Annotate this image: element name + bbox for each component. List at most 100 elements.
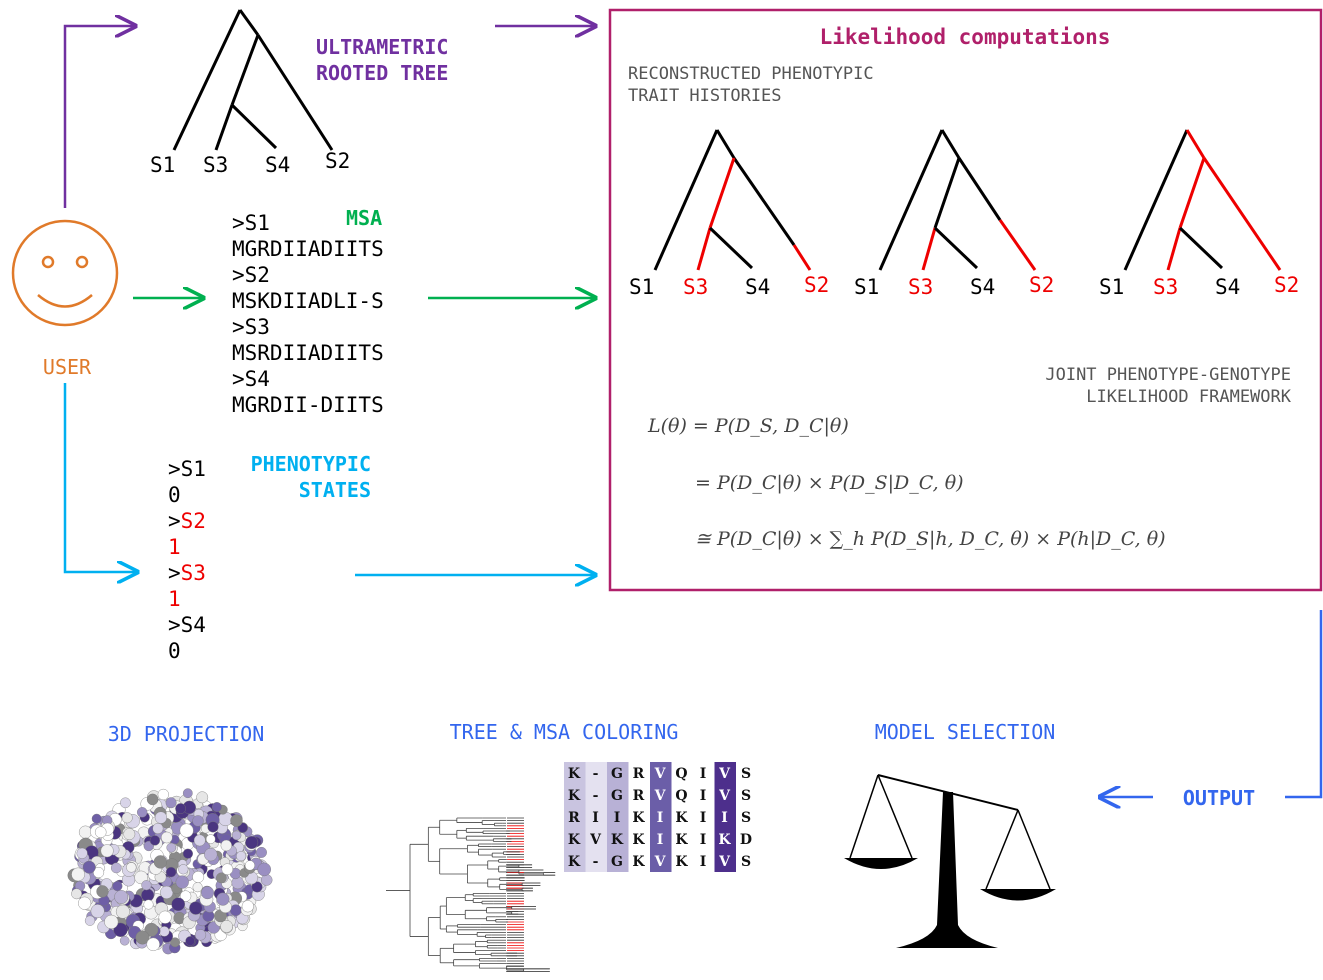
msa-cell: - <box>593 854 599 870</box>
history-tree-2: S1 S3 S4 S2 <box>854 129 1054 299</box>
phenotypic-entry-name: >S4 <box>168 613 206 637</box>
mini-phylogeny-icon <box>386 817 556 972</box>
msa-cell: S <box>741 788 751 804</box>
tree-label-line1: ULTRAMETRIC <box>316 35 448 59</box>
equation-line-2: = P(D_C|θ) × P(D_S|D_C, θ) <box>695 472 964 494</box>
phenotypic-entry-value: 0 <box>168 639 181 663</box>
msa-cell: I <box>721 810 728 826</box>
msa-cell: K <box>675 854 688 870</box>
history-tree-3: S1 S3 S4 S2 <box>1099 129 1299 299</box>
msa-column-shade <box>650 762 672 872</box>
msa-cell: K <box>632 854 645 870</box>
output-label: OUTPUT <box>1183 786 1255 810</box>
msa-line: MGRDIIADIITS <box>232 237 384 261</box>
msa-cell: K <box>568 854 581 870</box>
history-1-tip: S2 <box>804 273 829 297</box>
tree-label-line2: ROOTED TREE <box>316 61 448 85</box>
phenotypic-label-line2: STATES <box>299 478 371 502</box>
msa-cell: - <box>593 766 599 782</box>
coloring-label: TREE & MSA COLORING <box>450 720 679 744</box>
smiley-icon <box>11 219 119 327</box>
phenotypic-entry-name: >S2 <box>168 509 206 533</box>
msa-cell: S <box>741 854 751 870</box>
tree-branches <box>172 9 334 151</box>
history-1-tip: S4 <box>745 275 770 299</box>
msa-line: >S2 <box>232 263 270 287</box>
equation-line-1: L(θ) = P(D_S, D_C|θ) <box>647 415 849 437</box>
tree-tip-s3: S3 <box>203 153 228 177</box>
msa-cell: R <box>633 766 645 782</box>
model-selection-label: MODEL SELECTION <box>875 720 1056 744</box>
history-2-tip: S3 <box>908 275 933 299</box>
msa-cell: - <box>593 788 599 804</box>
history-tree-1: S1 S3 S4 S2 <box>629 129 829 299</box>
msa-cell: V <box>654 788 667 804</box>
msa-column-shade <box>607 762 629 872</box>
msa-line: MSRDIIADIITS <box>232 341 384 365</box>
history-2-tip: S2 <box>1029 273 1054 297</box>
msa-cell: S <box>741 766 751 782</box>
protein-3d-icon <box>67 788 273 955</box>
equation-line-3: ≅ P(D_C|θ) × ∑_h P(D_S|h, D_C, θ) × P(h|… <box>695 528 1166 550</box>
msa-cell: I <box>657 832 664 848</box>
tree-tip-s2: S2 <box>325 149 350 173</box>
msa-line: >S4 <box>232 367 270 391</box>
msa-cell: G <box>611 766 623 782</box>
phenotypic-input: PHENOTYPIC STATES >S10>S21>S31>S40 <box>168 452 371 663</box>
msa-cell: I <box>700 832 707 848</box>
phenotypic-entries: >S10>S21>S31>S40 <box>168 457 206 663</box>
user-node: USER <box>11 219 119 379</box>
msa-cell: I <box>592 810 599 826</box>
arrow-user-to-tree <box>63 26 135 208</box>
msa-cell: I <box>700 854 707 870</box>
msa-cell: K <box>675 810 688 826</box>
history-3-tip: S2 <box>1274 273 1299 297</box>
user-arrows <box>63 26 595 575</box>
user-label: USER <box>43 355 92 379</box>
phenotypic-entry-value: 1 <box>168 587 181 611</box>
msa-cell: I <box>614 810 621 826</box>
msa-line: MGRDII-DIITS <box>232 393 384 417</box>
tree-tip-s4: S4 <box>265 153 290 177</box>
msa-input: MSA >S1 MGRDIIADIITS >S2 MSKDIIADLI-S >S… <box>232 206 384 417</box>
likelihood-title: Likelihood computations <box>820 25 1111 49</box>
phenotypic-entry-value: 1 <box>168 535 181 559</box>
likelihood-frame <box>608 8 1323 592</box>
msa-cell: D <box>740 832 752 848</box>
output-section: OUTPUT 3D PROJECTION TREE & MSA COLORING… <box>67 610 1323 972</box>
phenotypic-entry-name: >S1 <box>168 457 206 481</box>
msa-column-shade <box>714 762 736 872</box>
msa-cell: I <box>700 810 707 826</box>
tree-tip-s1: S1 <box>150 153 175 177</box>
msa-column-shade <box>564 762 586 872</box>
msa-cell: R <box>633 788 645 804</box>
msa-cell: Q <box>675 766 687 782</box>
msa-line: >S3 <box>232 315 270 339</box>
phenotypic-label-line1: PHENOTYPIC <box>251 452 371 476</box>
msa-cell: K <box>611 832 624 848</box>
msa-cell: Q <box>675 788 687 804</box>
likelihood-box: Likelihood computations RECONSTRUCTED PH… <box>608 8 1323 592</box>
msa-cell: K <box>632 810 645 826</box>
ultrametric-tree: S1 S3 S4 S2 ULTRAMETRIC ROOTED TREE <box>150 9 448 177</box>
msa-cell: K <box>632 832 645 848</box>
msa-line: >S1 <box>232 211 270 235</box>
msa-column-shade <box>585 762 607 872</box>
history-3-tip: S3 <box>1153 275 1178 299</box>
msa-cell: V <box>654 766 667 782</box>
histories-label-line1: RECONSTRUCTED PHENOTYPIC <box>628 64 874 84</box>
msa-cell: K <box>568 832 581 848</box>
msa-cell: K <box>675 832 688 848</box>
msa-cell: V <box>589 832 602 848</box>
history-1-tip: S1 <box>629 275 654 299</box>
history-2-tip: S1 <box>854 275 879 299</box>
msa-cell: K <box>718 832 731 848</box>
output-connector <box>1285 610 1323 799</box>
msa-color-grid: K - G R V Q I V SK - G R V Q I V SR I I K I K I I SK V K K I K I K DK - G K… <box>564 762 752 872</box>
msa-cell: V <box>718 788 731 804</box>
msa-cell: V <box>654 854 667 870</box>
phenotypic-entry-value: 0 <box>168 483 181 507</box>
framework-label-line2: LIKELIHOOD FRAMEWORK <box>1086 387 1291 407</box>
msa-cell: I <box>700 788 707 804</box>
